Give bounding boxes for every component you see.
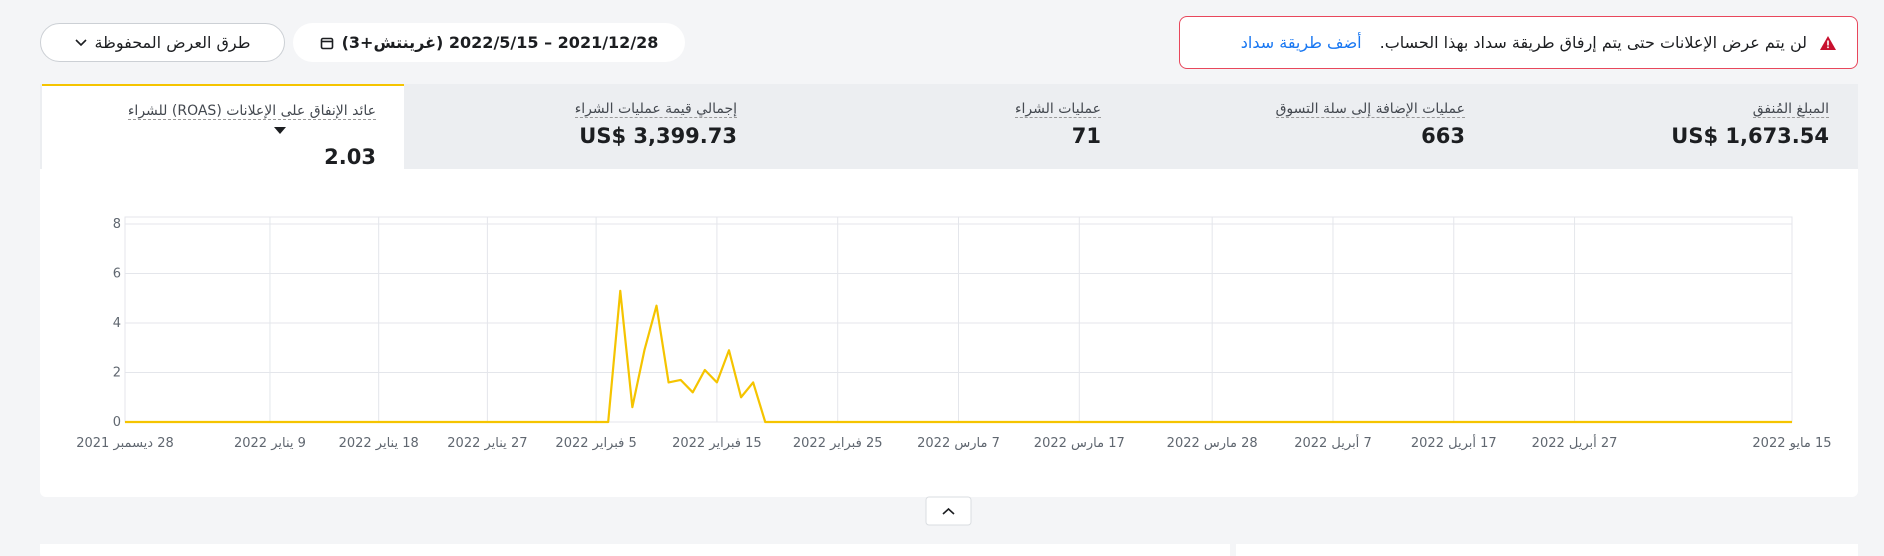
x-tick-label: 7 أبريل 2022 — [1294, 434, 1372, 451]
warning-icon — [1820, 35, 1836, 50]
metric-tab[interactable]: عمليات الإضافة إلى سلة التسوق 663 — [1135, 84, 1493, 169]
add-payment-link[interactable]: أضف طريقة سداد — [1240, 33, 1362, 52]
chevron-down — [74, 38, 87, 46]
metric-value: US$ 3,399.73 — [579, 124, 737, 148]
x-tick-label: 15 مايو 2022 — [1752, 436, 1831, 451]
x-tick-label: 27 يناير 2022 — [447, 436, 527, 451]
x-tick-label: 18 يناير 2022 — [339, 436, 419, 451]
alert-message: لن يتم عرض الإعلانات حتى يتم إرفاق طريقة… — [1379, 33, 1807, 52]
metric-value: 71 — [1071, 124, 1101, 148]
metric-label: عائد الإنفاق على الإعلانات (ROAS) للشراء — [127, 103, 376, 120]
date-range: 2021/12/28 – 2022/5/15 (غرينتش+3) — [341, 33, 659, 52]
data-line — [125, 289, 1792, 424]
bottom-panel — [40, 544, 1230, 556]
x-tick-label: 9 يناير 2022 — [234, 436, 306, 451]
bottom-panel — [1236, 544, 1858, 556]
x-tick-label: 17 أبريل 2022 — [1411, 434, 1497, 451]
metric-label: عمليات الشراء — [1014, 101, 1101, 118]
metric-tab[interactable]: المبلغ المُنفق US$ 1,673.54 — [1499, 84, 1857, 169]
metric-tab[interactable]: عمليات الشراء 71 — [771, 84, 1129, 169]
dropdown-arrow — [274, 127, 286, 134]
x-tick-label: 27 أبريل 2022 — [1532, 434, 1618, 451]
x-tick-label: 15 فبراير 2022 — [672, 436, 762, 451]
metric-value: 2.03 — [324, 145, 376, 169]
x-tick-label: 5 فبراير 2022 — [555, 436, 636, 451]
x-tick-label: 17 مارس 2022 — [1034, 436, 1125, 451]
metric-label: عمليات الإضافة إلى سلة التسوق — [1275, 101, 1465, 118]
metric-label: إجمالي قيمة عمليات الشراء — [574, 101, 737, 118]
x-tick-label: 28 مارس 2022 — [1167, 436, 1258, 451]
calendar-icon — [320, 37, 333, 49]
y-tick-label: 0 — [113, 415, 121, 430]
metric-tab[interactable]: عائد الإنفاق على الإعلانات (ROAS) للشراء… — [42, 84, 404, 169]
x-tick-label: 7 مارس 2022 — [917, 436, 1000, 451]
metric-label: المبلغ المُنفق — [1752, 101, 1829, 118]
x-tick-label: 25 فبراير 2022 — [793, 436, 883, 451]
y-tick-label: 2 — [113, 366, 121, 381]
y-tick-label: 8 — [113, 217, 121, 232]
y-tick-label: 4 — [113, 316, 121, 331]
chevron-up — [942, 507, 955, 515]
metric-value: 663 — [1421, 124, 1465, 148]
y-tick-label: 6 — [113, 267, 121, 282]
saved-views-button[interactable]: طرق العرض المحفوظة — [40, 23, 285, 62]
x-tick-label: 28 ديسمبر 2021 — [76, 436, 174, 451]
metric-value: US$ 1,673.54 — [1671, 124, 1829, 148]
metric-tab[interactable]: إجمالي قيمة عمليات الشراء US$ 3,399.73 — [407, 84, 765, 169]
payment-alert: لن يتم عرض الإعلانات حتى يتم إرفاق طريقة… — [1179, 16, 1858, 69]
date-range-picker[interactable]: 2021/12/28 – 2022/5/15 (غرينتش+3) — [293, 23, 685, 62]
collapse-button[interactable] — [925, 496, 972, 526]
saved-views-label: طرق العرض المحفوظة — [94, 33, 251, 52]
